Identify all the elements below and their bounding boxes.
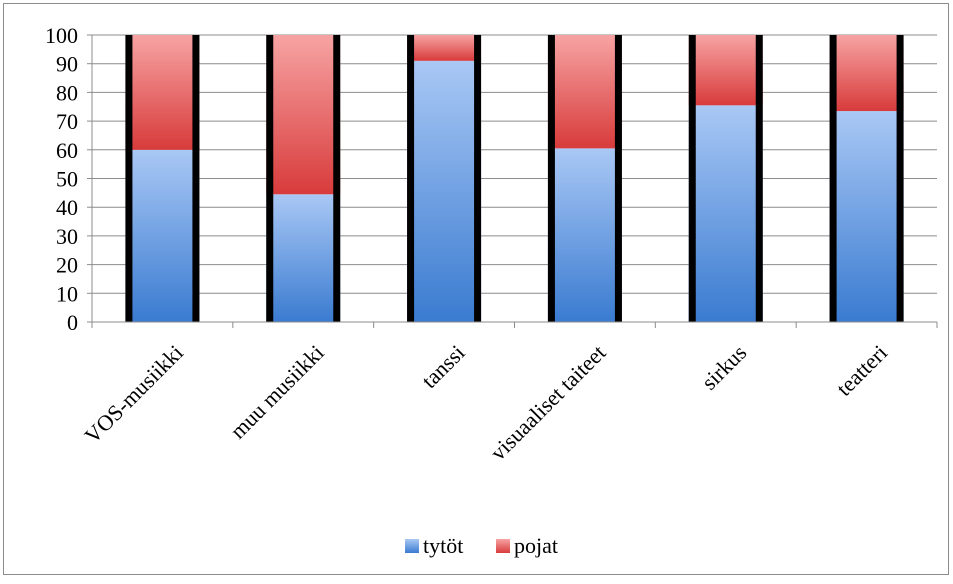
- bar-tytot: [407, 60, 482, 323]
- bar-pojat: [829, 35, 904, 112]
- bar-pojat: [547, 35, 622, 149]
- y-tick-label: 50: [56, 167, 78, 192]
- legend: tytöt pojat: [405, 533, 558, 558]
- bar-border-right: [333, 35, 341, 322]
- bar-pojat: [266, 35, 341, 195]
- y-tick-label: 60: [56, 138, 78, 163]
- bar-border-right: [474, 35, 482, 322]
- y-tick-label: 10: [56, 281, 78, 306]
- axes: [91, 35, 938, 328]
- bar-tytot: [547, 148, 622, 322]
- bar-pojat: [688, 35, 763, 106]
- bar-tytot: [829, 111, 904, 323]
- y-tick-labels: 0 10 20 30 40 50 60 70 80 90 100: [45, 23, 78, 335]
- y-tick-label: 0: [67, 310, 78, 335]
- bar-tytot: [266, 194, 341, 322]
- legend-label-pojat: pojat: [514, 533, 558, 558]
- y-tick-label: 100: [45, 23, 78, 48]
- bar-pojat: [125, 35, 200, 150]
- bar-border-left: [688, 35, 696, 322]
- bars: [125, 35, 904, 323]
- bar-border-right: [896, 35, 904, 322]
- bar-pojat: [407, 35, 482, 61]
- bar-border-left: [266, 35, 274, 322]
- legend-swatch-pojat: [496, 539, 510, 553]
- bar-border-right: [192, 35, 200, 322]
- legend-label-tytot: tytöt: [423, 533, 463, 558]
- y-tick-label: 40: [56, 195, 78, 220]
- y-tick-label: 70: [56, 109, 78, 134]
- legend-swatch-tytot: [405, 539, 419, 553]
- bar-border-left: [829, 35, 837, 322]
- bar-border-right: [614, 35, 622, 322]
- y-tick-label: 90: [56, 52, 78, 77]
- y-tick-label: 20: [56, 253, 78, 278]
- bar-border-left: [125, 35, 133, 322]
- bar-tytot: [125, 149, 200, 322]
- gridlines: [87, 34, 937, 323]
- bar-tytot: [688, 105, 763, 322]
- bar-border-right: [755, 35, 763, 322]
- y-tick-label: 80: [56, 80, 78, 105]
- bar-border-left: [407, 35, 415, 322]
- bar-border-left: [547, 35, 555, 322]
- y-tick-label: 30: [56, 224, 78, 249]
